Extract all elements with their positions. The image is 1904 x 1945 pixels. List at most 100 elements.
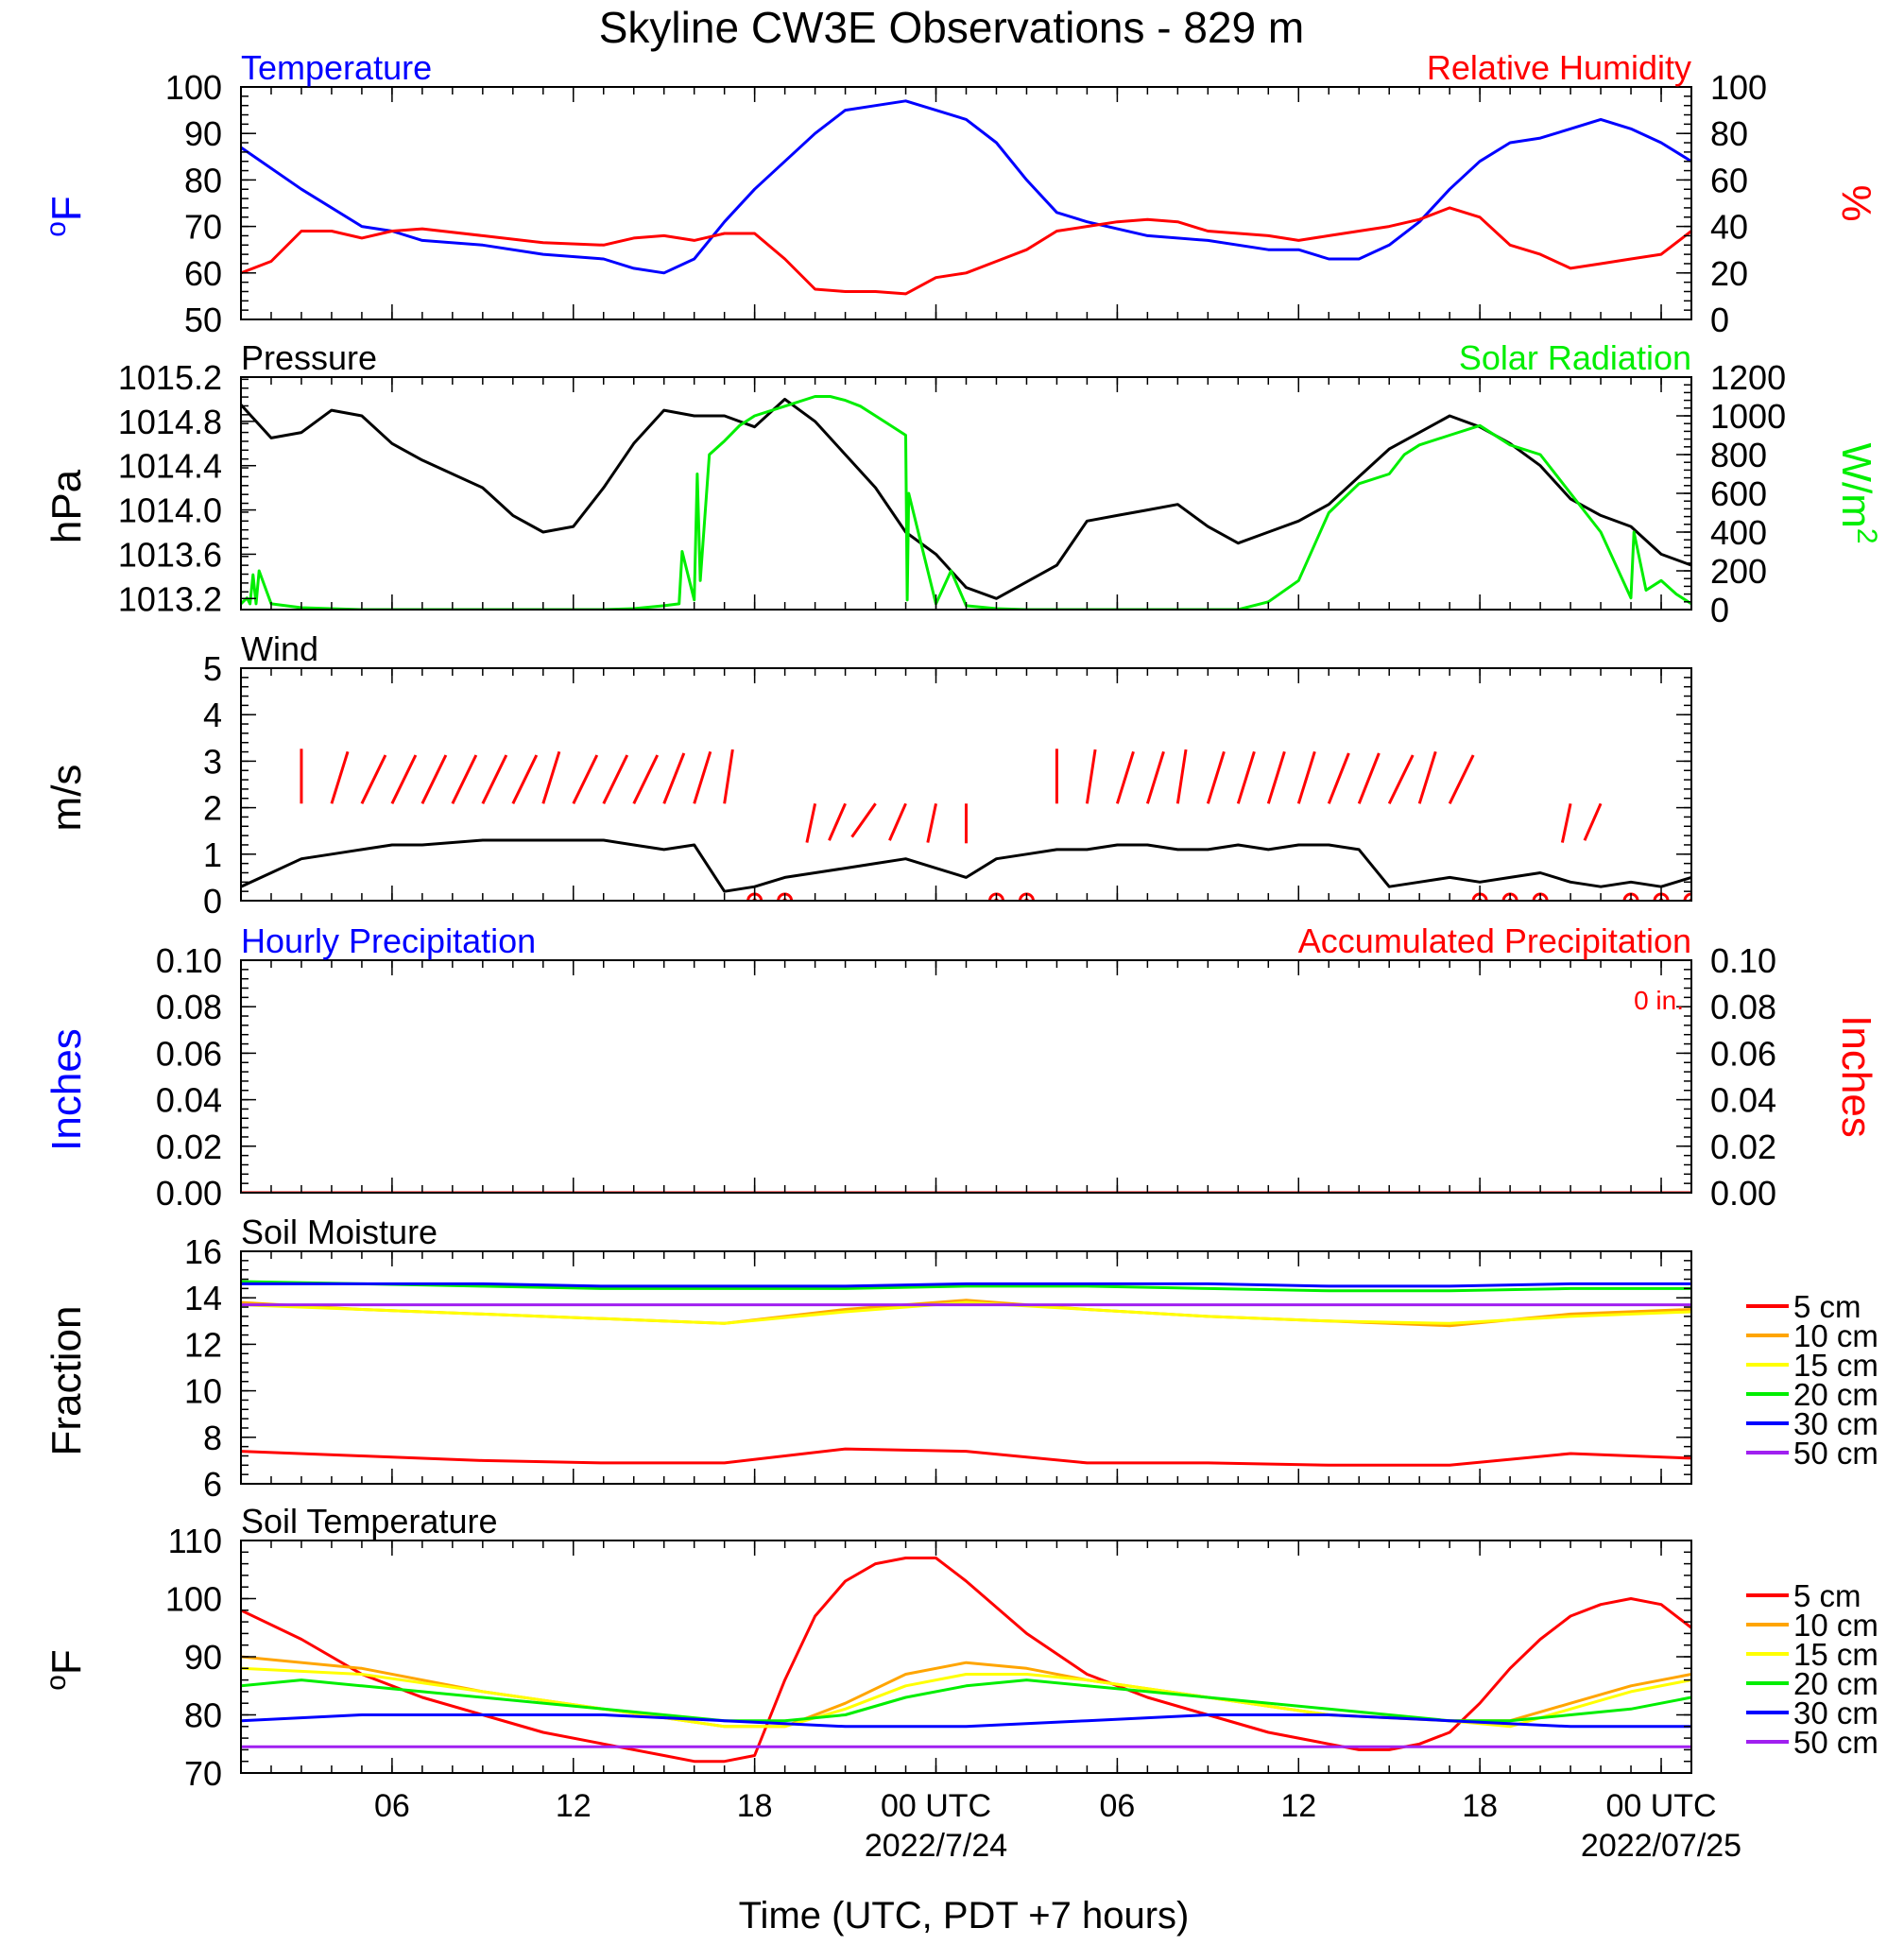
legend-label: 10 cm	[1793, 1318, 1878, 1353]
plot-frame	[240, 959, 1692, 1194]
wind-barb	[850, 802, 877, 838]
left-tick-label: 0.06	[156, 1034, 222, 1073]
left-tick-label: 5	[203, 649, 222, 688]
left-tick-label: 0.04	[156, 1081, 222, 1120]
x-tick-label: 18	[737, 1788, 773, 1824]
series-line-solar-radiation	[241, 395, 1691, 610]
panel-left-title: Soil Temperature	[241, 1502, 497, 1541]
legend-label: 50 cm	[1793, 1436, 1878, 1471]
wind-barb	[693, 750, 712, 804]
wind-calm-dot	[1704, 899, 1708, 904]
wind-barb	[1583, 802, 1603, 841]
legend-label: 15 cm	[1793, 1348, 1878, 1383]
left-tick-label: 70	[184, 208, 222, 247]
wind-barb	[1266, 750, 1286, 804]
left-tick-label: 0.10	[156, 941, 222, 980]
wind-barb	[1236, 750, 1256, 804]
legend-label: 10 cm	[1793, 1608, 1878, 1643]
left-tick-label: 110	[168, 1522, 222, 1560]
series-line-temperature	[241, 99, 1691, 275]
left-tick-label: 12	[184, 1325, 222, 1364]
x-tick-label: 06	[374, 1788, 410, 1824]
legend-label: 50 cm	[1793, 1725, 1878, 1760]
series-line-15-cm	[241, 1300, 1691, 1325]
right-tick-label: 1000	[1710, 397, 1786, 436]
axis-unit-label: m/s	[43, 765, 90, 832]
wind-barb	[1115, 750, 1135, 804]
left-tick-label: 4	[203, 696, 222, 734]
left-tick-label: 1013.2	[118, 579, 222, 618]
plot-frame	[240, 86, 1692, 320]
wind-barb	[1387, 754, 1415, 804]
wind-barb	[828, 802, 847, 841]
series-line-wind-speed	[241, 838, 1691, 893]
right-tick-label: 0.08	[1710, 988, 1776, 1026]
x-date-label: 2022/07/25	[1581, 1828, 1741, 1864]
legend-label: 15 cm	[1793, 1637, 1878, 1672]
left-tick-label: 1013.6	[118, 535, 222, 574]
left-tick-label: 100	[165, 1580, 222, 1619]
right-tick-label: 0	[1710, 301, 1729, 339]
series-group	[241, 1280, 1691, 1467]
series-group	[241, 1557, 1691, 1764]
wind-barb	[481, 754, 508, 804]
axis-unit-label: hPa	[43, 469, 90, 543]
plot-frame	[240, 667, 1692, 902]
wind-barb	[632, 754, 660, 804]
left-tick-label: 90	[184, 1638, 222, 1677]
wind-barb	[572, 754, 599, 804]
left-tick-label: 0.08	[156, 988, 222, 1026]
left-tick-label: 6	[203, 1465, 222, 1504]
series-line-pressure	[241, 397, 1691, 600]
chart-title: Skyline CW3E Observations - 829 m	[599, 3, 1305, 52]
wind-barb	[511, 754, 539, 804]
axis-unit-label: Inches	[1833, 1015, 1879, 1138]
right-tick-label: 0	[1710, 591, 1729, 629]
panel-temperature-humidity: 50 60 70 80 90 100 0 20 40 60 80 100 Temperature Rela…	[41, 48, 1880, 339]
legend-label: 30 cm	[1793, 1695, 1878, 1730]
right-tick-label: 60	[1710, 161, 1748, 199]
left-tick-label: 100	[165, 68, 222, 107]
left-tick-label: 8	[203, 1419, 222, 1457]
legend-label: 20 cm	[1793, 1377, 1878, 1412]
x-tick-label: 12	[556, 1788, 592, 1824]
panel-precipitation: 0.00 0.02 0.04 0.06 0.08 0.10 0.00 0.02 0.04 0.06…	[43, 921, 1879, 1213]
wind-barb	[1296, 750, 1316, 804]
series-line-20-cm	[241, 1280, 1691, 1293]
wind-barb	[662, 752, 686, 804]
left-tick-label: 0	[203, 882, 222, 921]
legend-label: 30 cm	[1793, 1406, 1878, 1441]
x-tick-label: 06	[1099, 1788, 1135, 1824]
wind-barb	[390, 754, 418, 804]
left-tick-label: 1	[203, 835, 222, 874]
x-date-label: 2022/7/24	[865, 1828, 1007, 1864]
left-tick-label: 90	[184, 114, 222, 153]
left-tick-label: 1015.2	[118, 358, 222, 397]
axis-unit-label: Inches	[43, 1028, 90, 1151]
axis-unit-label: oF	[41, 1649, 91, 1691]
right-tick-label: 20	[1710, 254, 1748, 293]
left-tick-label: 80	[184, 161, 222, 199]
wind-barb	[451, 754, 478, 804]
right-tick-label: 0.04	[1710, 1081, 1776, 1120]
x-tick-label: 00 UTC	[1605, 1788, 1716, 1824]
x-axis-label: Time (UTC, PDT +7 hours)	[739, 1895, 1190, 1936]
wind-barb	[1175, 749, 1188, 804]
panel-left-title: Pressure	[241, 338, 377, 377]
panel-pressure-solar: 1013.2 1013.6 1014.0 1014.4 1014.8 1015.2 0200…	[43, 338, 1883, 629]
right-tick-label: 0.02	[1710, 1127, 1776, 1166]
left-tick-label: 0.00	[156, 1174, 222, 1213]
panel-right-title: Relative Humidity	[1427, 48, 1691, 87]
right-tick-label: 0.10	[1710, 941, 1776, 980]
right-tick-label: 0.00	[1710, 1174, 1776, 1213]
left-tick-label: 50	[184, 301, 222, 339]
right-tick-label: 1200	[1710, 358, 1786, 397]
left-tick-label: 2	[203, 789, 222, 828]
wind-barb	[1448, 754, 1475, 804]
wind-barb	[1145, 750, 1165, 804]
x-tick-label: 18	[1462, 1788, 1498, 1824]
right-tick-label: 600	[1710, 474, 1767, 513]
right-tick-label: 80	[1710, 114, 1748, 153]
